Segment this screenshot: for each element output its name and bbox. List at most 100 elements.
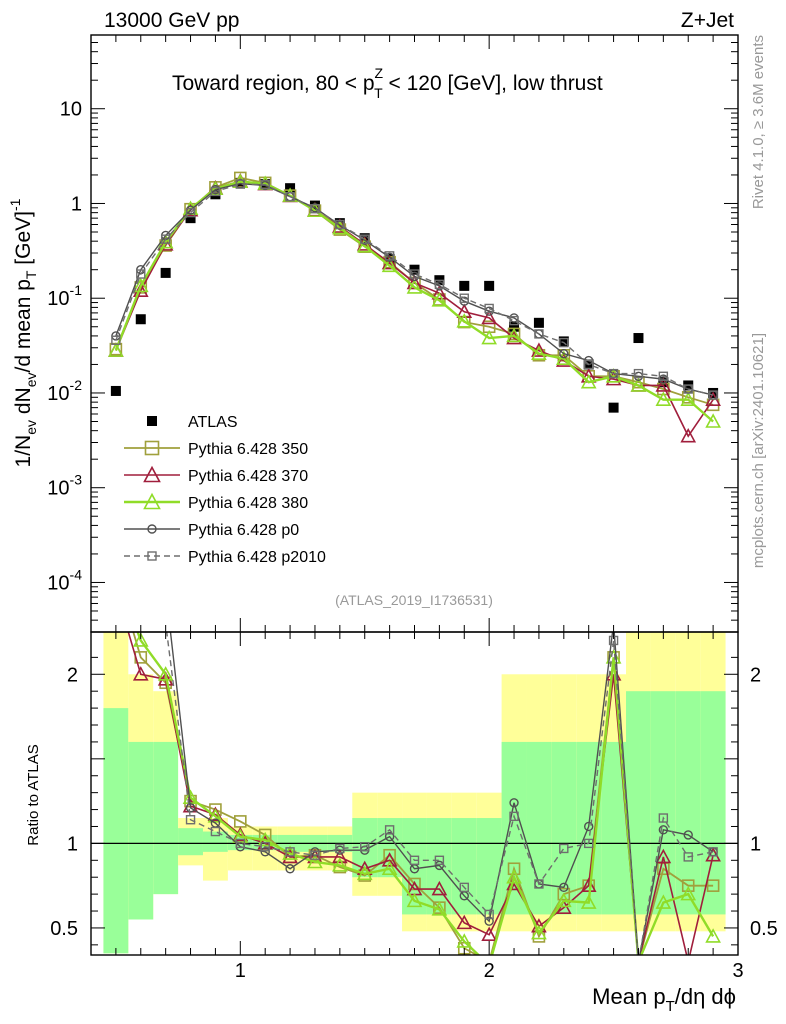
ratio-point-p2010 [708,847,718,857]
ratio-point-p370 [687,953,689,955]
point-p2010 [658,371,669,381]
x-tick-label: 1 [235,960,246,982]
ratio-point-p2010 [658,813,669,823]
point-p380 [555,350,572,365]
point-p2010 [708,390,718,400]
point-p370 [481,309,497,325]
y-tick-base: 10 [47,478,69,500]
ratio-point-p380 [637,953,640,955]
legend-label: Pythia 6.428 380 [188,495,308,512]
point-p370 [132,282,149,298]
legend-marker-p370 [143,465,161,483]
ratio-point-p350 [633,956,644,967]
point-p380 [108,342,124,357]
y-tick-exp: -4 [70,566,83,582]
ylabel-sub1: ev [23,420,39,435]
point-p2010 [285,191,295,202]
atlas-point [608,402,619,413]
point-p380 [431,292,448,307]
ylabel-c: /d mean p [12,279,35,372]
main-plot-area [91,35,738,632]
ratio-point-p2010 [260,842,270,852]
ratio-point-p2010 [434,855,445,865]
y-tick-exp: -3 [70,472,83,488]
ratio-point-p370 [456,914,473,930]
point-p2010 [111,335,121,345]
ratio-point-p370 [655,848,672,864]
ratio-point-p0 [484,916,494,926]
band-green-bin [700,691,726,915]
ratio-point-p350 [507,862,521,876]
header-energy: 13000 GeV pp [104,9,239,32]
ratio-point-p380 [356,865,373,881]
ratio-point-p380 [381,860,398,876]
band-green-bin [178,828,203,856]
point-p2010 [335,219,345,230]
point-p2010 [185,207,196,218]
point-p380 [680,391,697,406]
y-tick-label: 1 [71,193,82,215]
atlas-point [135,314,146,325]
ratio-y-tick-label: 2 [67,664,78,686]
y-tick-exp: -1 [70,282,83,298]
band-green-bin [128,741,154,920]
point-p380 [481,329,497,345]
ratio-point-p0 [634,958,642,966]
ratio-point-p0 [285,864,295,874]
ratio-point-p2010 [459,882,469,893]
main-series [108,171,721,443]
point-p2010 [534,329,544,339]
point-p2010 [608,368,619,379]
ratio-point-p380 [555,892,572,908]
ratio-point-p380 [282,845,298,860]
point-p380 [506,327,522,343]
ratio-point-p0 [559,882,569,893]
atlas-point [558,336,569,347]
point-p2010 [459,293,469,303]
ratio-point-p0 [384,831,395,842]
ratio-line-p380 [136,632,715,955]
point-p2010 [360,234,370,244]
ratio-point-p350 [657,862,670,876]
atlas-point [110,385,121,396]
ratio-point-p350 [706,879,720,892]
point-p2010 [683,384,693,394]
x-axis-label: Mean pT/dη dϕ [592,984,736,1015]
point-p380 [705,413,721,428]
legend-marker-p2010 [147,551,157,561]
legend-label: Pythia 6.428 p2010 [188,549,326,566]
y-tick-label: 10-2 [47,377,82,405]
ratio-y-tick-label: 0.5 [50,918,78,940]
ratio-point-p370 [332,848,348,864]
ratio-point-p350 [358,869,372,882]
legend-marker-atlas [147,416,157,426]
ylabel-sup: -1 [7,198,23,211]
legend-label: Pythia 6.428 p0 [188,522,299,539]
title-part-b: < 120 [GeV], low thrust [383,72,603,95]
ratio-point-p2010 [384,825,395,835]
atlas-point [509,321,520,332]
atlas-point [459,280,470,291]
point-p380 [381,257,398,273]
title-part-sub: T [374,85,383,101]
xlabel-sub: T [666,998,675,1015]
legend: ATLAS Pythia 6.428 350 Pythia 6.428 370 Pyt… [124,414,326,566]
point-p380 [655,391,672,406]
point-p2010 [484,303,494,314]
band-green-bin [451,818,477,915]
legend-marker-p380 [143,492,161,510]
atlas-point [160,267,171,278]
ratio-point-p0 [658,825,669,835]
ratio-point-p2010 [185,815,196,825]
ratio-point-p2010 [509,811,519,822]
ratio-point-p2010 [534,879,544,889]
ratio-point-p380 [257,831,274,847]
band-green-bin [650,691,676,915]
ratio-point-p2010 [634,958,642,966]
point-p380 [531,345,547,360]
point-p380 [356,237,373,253]
atlas-point [484,280,495,291]
ratio-point-p380 [580,894,597,909]
rivet-version-label: Rivet 4.1.0, ≥ 3.6M events [750,35,767,209]
point-p370 [655,377,672,392]
